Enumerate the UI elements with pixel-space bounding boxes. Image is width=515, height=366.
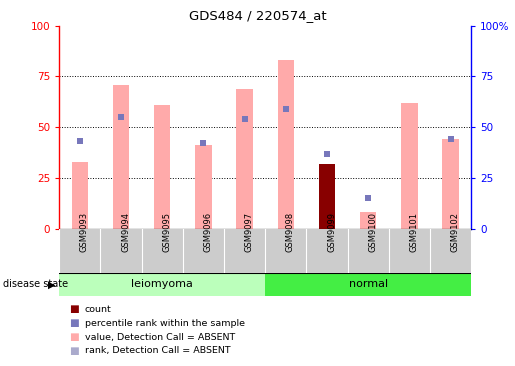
- Text: GSM9102: GSM9102: [451, 212, 459, 252]
- Text: leiomyoma: leiomyoma: [131, 279, 193, 289]
- Text: ■: ■: [70, 304, 79, 314]
- Text: GSM9098: GSM9098: [286, 212, 295, 252]
- Bar: [72, 162, 88, 229]
- Bar: [319, 164, 335, 229]
- Bar: [442, 139, 459, 229]
- Text: GSM9100: GSM9100: [368, 212, 377, 252]
- Bar: [154, 105, 170, 229]
- Text: GSM9097: GSM9097: [245, 212, 253, 252]
- Bar: [401, 103, 418, 229]
- Text: disease state: disease state: [3, 279, 67, 290]
- Bar: [278, 60, 294, 229]
- Bar: [59, 273, 265, 296]
- Text: GSM9095: GSM9095: [162, 212, 171, 252]
- Bar: [360, 213, 376, 229]
- Text: value, Detection Call = ABSENT: value, Detection Call = ABSENT: [85, 333, 235, 341]
- Bar: [265, 273, 471, 296]
- Text: rank, Detection Call = ABSENT: rank, Detection Call = ABSENT: [85, 347, 231, 355]
- Bar: [195, 145, 212, 229]
- Bar: [236, 89, 253, 229]
- Text: normal: normal: [349, 279, 388, 289]
- Text: count: count: [85, 305, 112, 314]
- Text: ■: ■: [70, 346, 79, 356]
- Text: ▶: ▶: [48, 279, 56, 290]
- Text: GSM9099: GSM9099: [327, 212, 336, 252]
- Text: GSM9094: GSM9094: [121, 212, 130, 252]
- Text: GSM9101: GSM9101: [409, 212, 418, 252]
- Text: ■: ■: [70, 332, 79, 342]
- Text: ■: ■: [70, 318, 79, 328]
- Text: GDS484 / 220574_at: GDS484 / 220574_at: [188, 9, 327, 22]
- Text: percentile rank within the sample: percentile rank within the sample: [85, 319, 245, 328]
- Text: GSM9093: GSM9093: [80, 212, 89, 252]
- Text: GSM9096: GSM9096: [203, 212, 212, 252]
- Bar: [319, 164, 335, 229]
- Bar: [113, 85, 129, 229]
